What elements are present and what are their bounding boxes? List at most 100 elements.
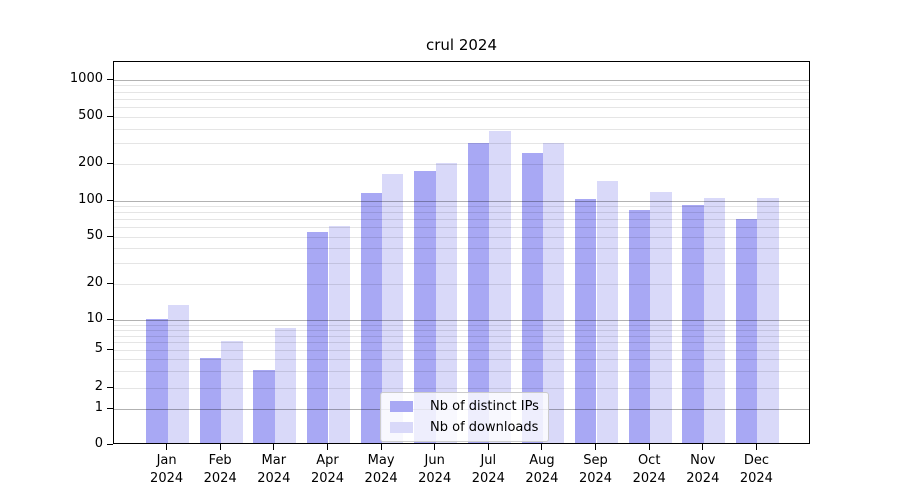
y-tick-label: 5: [94, 341, 103, 356]
x-tick-month: Jan: [156, 453, 177, 468]
x-tick-label-jun: Jun 2024: [399, 452, 471, 488]
legend-label: Nb of downloads: [430, 420, 539, 435]
gridline-major: [114, 79, 809, 81]
gridline-minor: [114, 342, 809, 344]
y-tick-mark: [107, 78, 113, 80]
gridline-minor: [114, 91, 809, 93]
y-tick-mark: [107, 163, 113, 165]
x-tick-year: 2024: [632, 471, 666, 486]
bar-nb-of-distinct-ips-jul: [467, 142, 490, 443]
y-tick-mark: [107, 349, 113, 350]
gridline-minor: [114, 128, 809, 130]
y-tick-mark: [107, 319, 113, 321]
y-tick-label: 0: [94, 435, 103, 451]
gridline-minor: [114, 212, 809, 214]
x-tick-month: Mar: [261, 453, 287, 468]
y-tick-label: 200: [78, 155, 103, 171]
gridline-minor: [114, 359, 809, 361]
x-tick-mark: [702, 444, 704, 450]
gridline-minor: [114, 371, 809, 372]
gridline-minor: [114, 98, 809, 100]
x-tick-month: Oct: [637, 453, 661, 468]
x-tick-mark: [166, 444, 168, 450]
x-tick-mark: [273, 444, 275, 450]
y-tick-mark: [107, 408, 113, 410]
x-tick-label-sep: Sep 2024: [560, 452, 632, 488]
bar-nb-of-downloads-may: [382, 173, 404, 443]
gridline-minor: [114, 248, 809, 250]
x-tick-label-may: May 2024: [345, 452, 417, 488]
x-tick-year: 2024: [150, 471, 184, 486]
y-tick-mark: [107, 386, 113, 388]
x-tick-mark: [434, 444, 436, 450]
bar-nb-of-downloads-nov: [703, 197, 726, 443]
bar-nb-of-distinct-ips-nov: [682, 204, 704, 443]
gridline-minor: [114, 219, 809, 221]
x-tick-year: 2024: [418, 471, 452, 486]
gridline-major: [114, 320, 809, 322]
legend: Nb of distinct IPs Nb of downloads: [380, 392, 549, 442]
legend-label: Nb of distinct IPs: [430, 399, 539, 414]
legend-item: Nb of downloads: [390, 419, 539, 436]
bar-nb-of-downloads-sep: [596, 180, 618, 443]
plot-area: Nb of distinct IPs Nb of downloads: [113, 61, 810, 444]
x-tick-month: Apr: [316, 453, 339, 468]
y-tick-mark: [107, 199, 113, 201]
bar-nb-of-downloads-jun: [435, 162, 458, 443]
y-tick-label: 1000: [69, 70, 103, 86]
x-tick-label-nov: Nov 2024: [667, 452, 739, 488]
y-tick-label: 100: [78, 191, 103, 207]
gridline-minor: [114, 387, 809, 389]
x-tick-label-mar: Mar 2024: [238, 452, 310, 488]
bar-nb-of-downloads-apr: [328, 225, 350, 443]
x-tick-mark: [327, 444, 328, 450]
y-tick-mark: [107, 443, 113, 445]
gridline-minor: [114, 107, 809, 109]
bar-nb-of-downloads-jan: [167, 305, 189, 443]
x-tick-month: Aug: [529, 453, 555, 468]
x-tick-mark: [755, 444, 757, 450]
y-tick-label: 20: [86, 275, 103, 291]
x-tick-month: Dec: [743, 453, 769, 468]
gridline-minor: [114, 284, 809, 286]
y-tick-label: 500: [78, 108, 103, 123]
x-tick-mark: [380, 444, 382, 450]
gridline-minor: [114, 335, 809, 337]
gridline-minor: [114, 117, 809, 118]
bar-nb-of-distinct-ips-jan: [146, 318, 168, 443]
x-tick-month: Nov: [690, 453, 716, 468]
x-tick-month: Feb: [208, 453, 232, 468]
bar-nb-of-distinct-ips-mar: [253, 369, 275, 443]
bar-nb-of-downloads-jul: [489, 131, 511, 443]
bar-nb-of-distinct-ips-oct: [628, 209, 651, 443]
bar-nb-of-distinct-ips-apr: [307, 232, 329, 443]
bar-nb-of-downloads-oct: [650, 191, 672, 443]
bar-nb-of-distinct-ips-dec: [735, 219, 758, 443]
bar-nb-of-distinct-ips-feb: [199, 357, 222, 443]
y-tick-mark: [107, 283, 113, 285]
legend-item: Nb of distinct IPs: [390, 398, 539, 415]
x-tick-label-dec: Dec 2024: [720, 452, 792, 488]
x-tick-label-oct: Oct 2024: [613, 452, 685, 488]
x-tick-label-apr: Apr 2024: [292, 452, 364, 488]
y-tick-mark: [107, 116, 113, 117]
gridline-minor: [114, 324, 809, 326]
bar-nb-of-distinct-ips-jun: [414, 171, 436, 443]
x-tick-month: Jun: [424, 453, 445, 468]
y-tick-label: 10: [86, 311, 103, 327]
x-tick-label-feb: Feb 2024: [184, 452, 256, 488]
x-tick-mark: [487, 444, 489, 450]
gridline-minor: [114, 227, 809, 229]
legend-swatch-icon: [390, 401, 413, 412]
bar-nb-of-downloads-mar: [274, 328, 297, 443]
gridline-minor: [114, 85, 809, 87]
bar-nb-of-distinct-ips-may: [360, 192, 382, 443]
gridline-minor: [114, 206, 809, 208]
x-tick-year: 2024: [525, 471, 559, 486]
legend-swatch-icon: [390, 422, 413, 433]
y-tick-label: 1: [94, 400, 103, 416]
gridline-minor: [114, 263, 809, 265]
chart-title: crul 2024: [425, 36, 498, 54]
gridline-minor: [114, 329, 809, 331]
